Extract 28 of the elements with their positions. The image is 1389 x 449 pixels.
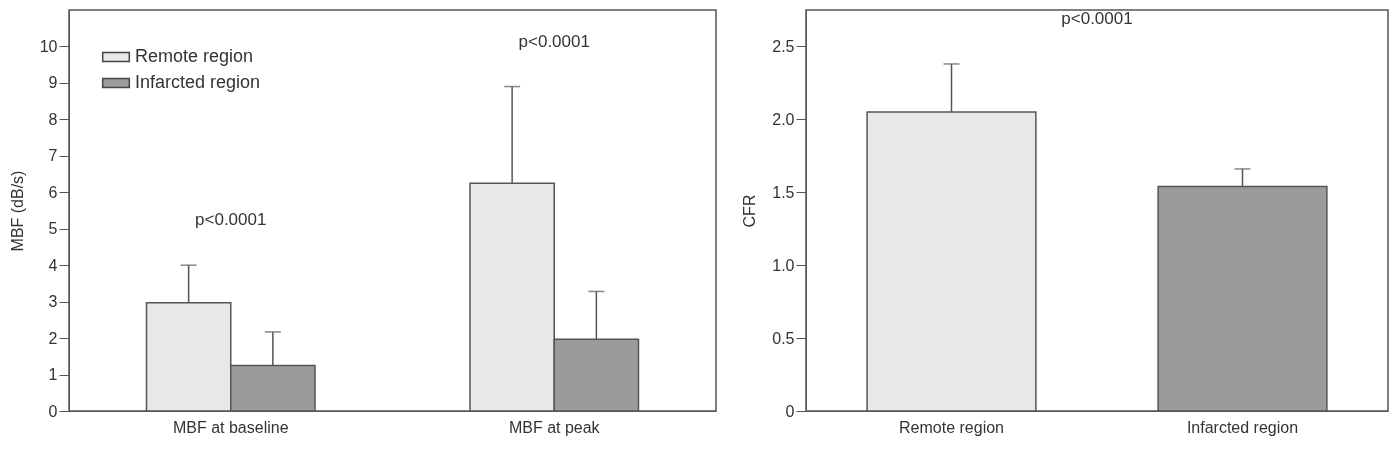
y-tick-label: 1.5: [772, 183, 795, 201]
y-tick-label: 2.5: [772, 37, 795, 55]
y-tick-label: 0: [785, 402, 795, 420]
y-tick-label: 5: [48, 220, 58, 238]
y-tick-label: 10: [39, 37, 58, 55]
x-tick-label: Remote region: [899, 418, 1004, 436]
x-tick-label: MBF at baseline: [172, 418, 289, 436]
annotation: p<0.0001: [518, 31, 590, 51]
y-tick-label: 6: [48, 183, 58, 201]
y-axis-title: MBF (dB/s): [8, 170, 26, 252]
y-axis-title: CFR: [741, 194, 759, 228]
y-tick-label: 0: [48, 402, 58, 420]
legend-label: Remote region: [135, 46, 254, 66]
y-tick-label: 1: [48, 366, 58, 384]
y-tick-label: 2: [48, 329, 58, 347]
y-tick-label: 2.0: [772, 110, 795, 128]
y-tick-label: 8: [48, 110, 58, 128]
y-tick-label: 9: [48, 74, 58, 92]
y-tick-label: 4: [48, 256, 58, 274]
y-tick-label: 1.0: [772, 256, 795, 274]
x-tick-label: Infarcted region: [1186, 418, 1299, 436]
annotation: p<0.0001: [1061, 8, 1133, 28]
annotation: p<0.0001: [195, 210, 267, 230]
y-tick-label: 0.5: [772, 329, 795, 347]
x-tick-label: MBF at peak: [508, 418, 601, 436]
y-tick-label: 3: [48, 293, 58, 311]
y-tick-label: 7: [48, 147, 58, 165]
legend-label: Infarcted region: [135, 72, 261, 92]
